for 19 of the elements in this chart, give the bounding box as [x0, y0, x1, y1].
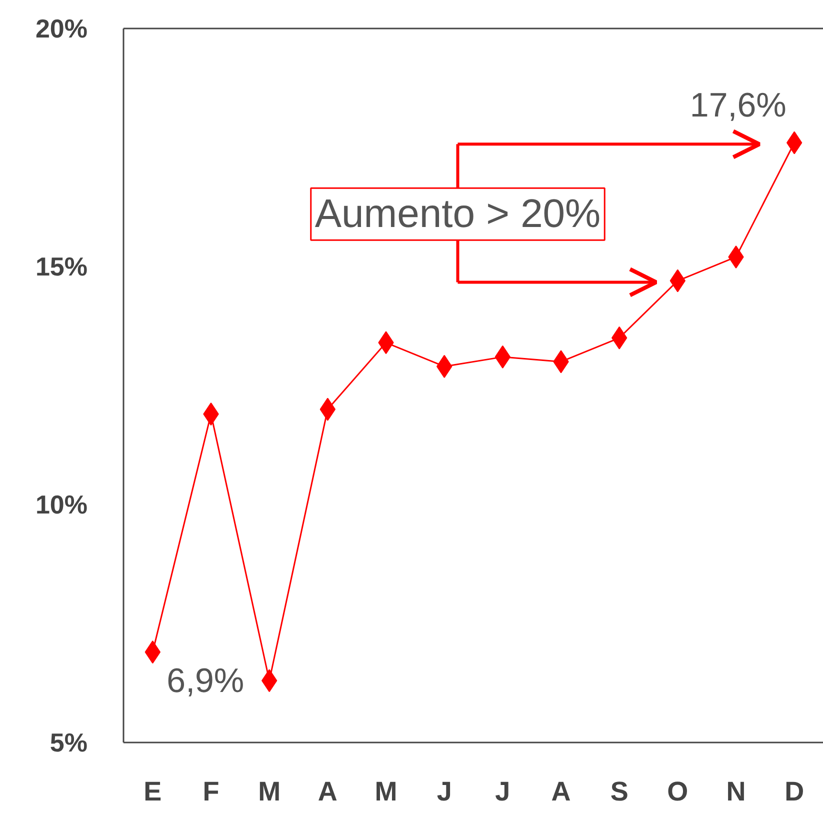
data-label: 6,9% — [166, 662, 244, 700]
x-tick-label: D — [784, 776, 804, 806]
data-label: 17,6% — [690, 86, 786, 125]
x-tick-label: M — [374, 776, 398, 806]
y-tick-label: 15% — [35, 252, 88, 282]
y-tick-label: 20% — [35, 14, 88, 44]
annotation: Aumento > 20% — [314, 192, 601, 236]
x-tick-label: J — [436, 776, 452, 806]
x-tick-label: O — [667, 776, 688, 806]
x-tick-label: E — [144, 776, 162, 806]
x-tick-label: A — [318, 776, 338, 806]
x-tick-label: N — [726, 776, 746, 806]
x-tick-label: S — [610, 776, 628, 806]
x-tick-label: A — [551, 776, 571, 806]
y-tick-label: 10% — [35, 490, 88, 520]
y-tick-label: 5% — [50, 728, 88, 758]
x-tick-label: M — [258, 776, 281, 806]
x-tick-label: F — [202, 776, 220, 806]
x-tick-label: J — [495, 776, 510, 806]
